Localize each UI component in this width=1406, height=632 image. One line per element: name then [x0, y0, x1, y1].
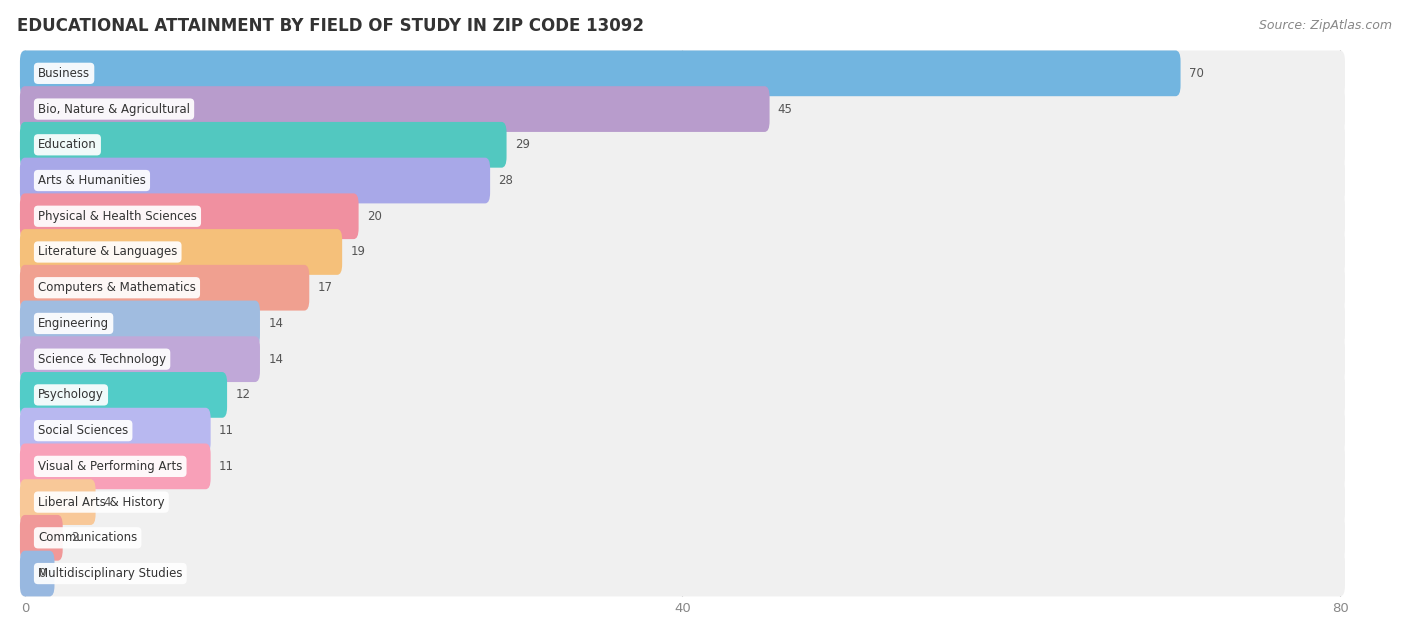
- Text: Literature & Languages: Literature & Languages: [38, 245, 177, 258]
- Text: 12: 12: [235, 389, 250, 401]
- Text: Arts & Humanities: Arts & Humanities: [38, 174, 146, 187]
- Text: 11: 11: [219, 460, 233, 473]
- Text: Psychology: Psychology: [38, 389, 104, 401]
- FancyBboxPatch shape: [20, 51, 1181, 96]
- Text: 17: 17: [318, 281, 332, 295]
- Text: Physical & Health Sciences: Physical & Health Sciences: [38, 210, 197, 222]
- Text: 45: 45: [778, 102, 793, 116]
- FancyBboxPatch shape: [20, 51, 1346, 96]
- FancyBboxPatch shape: [20, 86, 769, 132]
- Text: Business: Business: [38, 67, 90, 80]
- FancyBboxPatch shape: [20, 301, 260, 346]
- Text: 20: 20: [367, 210, 381, 222]
- Text: Social Sciences: Social Sciences: [38, 424, 128, 437]
- Text: Communications: Communications: [38, 532, 138, 544]
- FancyBboxPatch shape: [20, 193, 1346, 239]
- FancyBboxPatch shape: [20, 265, 1346, 310]
- FancyBboxPatch shape: [20, 336, 1346, 382]
- FancyBboxPatch shape: [20, 372, 228, 418]
- FancyBboxPatch shape: [20, 515, 63, 561]
- FancyBboxPatch shape: [20, 372, 1346, 418]
- Text: Engineering: Engineering: [38, 317, 110, 330]
- FancyBboxPatch shape: [20, 157, 1346, 204]
- FancyBboxPatch shape: [20, 86, 1346, 132]
- Text: Education: Education: [38, 138, 97, 151]
- FancyBboxPatch shape: [20, 193, 359, 239]
- FancyBboxPatch shape: [20, 444, 1346, 489]
- FancyBboxPatch shape: [20, 515, 1346, 561]
- Text: 28: 28: [498, 174, 513, 187]
- Text: Visual & Performing Arts: Visual & Performing Arts: [38, 460, 183, 473]
- FancyBboxPatch shape: [20, 479, 96, 525]
- Text: 19: 19: [350, 245, 366, 258]
- FancyBboxPatch shape: [20, 408, 1346, 454]
- Text: Science & Technology: Science & Technology: [38, 353, 166, 366]
- Text: 2: 2: [70, 532, 79, 544]
- FancyBboxPatch shape: [20, 550, 55, 597]
- FancyBboxPatch shape: [20, 301, 1346, 346]
- FancyBboxPatch shape: [20, 229, 1346, 275]
- FancyBboxPatch shape: [20, 408, 211, 454]
- Text: Multidisciplinary Studies: Multidisciplinary Studies: [38, 567, 183, 580]
- Text: 4: 4: [104, 495, 111, 509]
- FancyBboxPatch shape: [20, 229, 342, 275]
- Text: Liberal Arts & History: Liberal Arts & History: [38, 495, 165, 509]
- FancyBboxPatch shape: [20, 122, 1346, 167]
- Text: 14: 14: [269, 317, 283, 330]
- Text: 11: 11: [219, 424, 233, 437]
- Text: 29: 29: [515, 138, 530, 151]
- FancyBboxPatch shape: [20, 336, 260, 382]
- FancyBboxPatch shape: [20, 550, 1346, 597]
- Text: 70: 70: [1189, 67, 1204, 80]
- FancyBboxPatch shape: [20, 479, 1346, 525]
- Text: 0: 0: [38, 567, 45, 580]
- Text: Source: ZipAtlas.com: Source: ZipAtlas.com: [1258, 19, 1392, 32]
- FancyBboxPatch shape: [20, 122, 506, 167]
- FancyBboxPatch shape: [20, 444, 211, 489]
- FancyBboxPatch shape: [20, 157, 491, 204]
- Text: Computers & Mathematics: Computers & Mathematics: [38, 281, 195, 295]
- FancyBboxPatch shape: [20, 265, 309, 310]
- Text: 14: 14: [269, 353, 283, 366]
- Text: EDUCATIONAL ATTAINMENT BY FIELD OF STUDY IN ZIP CODE 13092: EDUCATIONAL ATTAINMENT BY FIELD OF STUDY…: [17, 16, 644, 35]
- Text: Bio, Nature & Agricultural: Bio, Nature & Agricultural: [38, 102, 190, 116]
